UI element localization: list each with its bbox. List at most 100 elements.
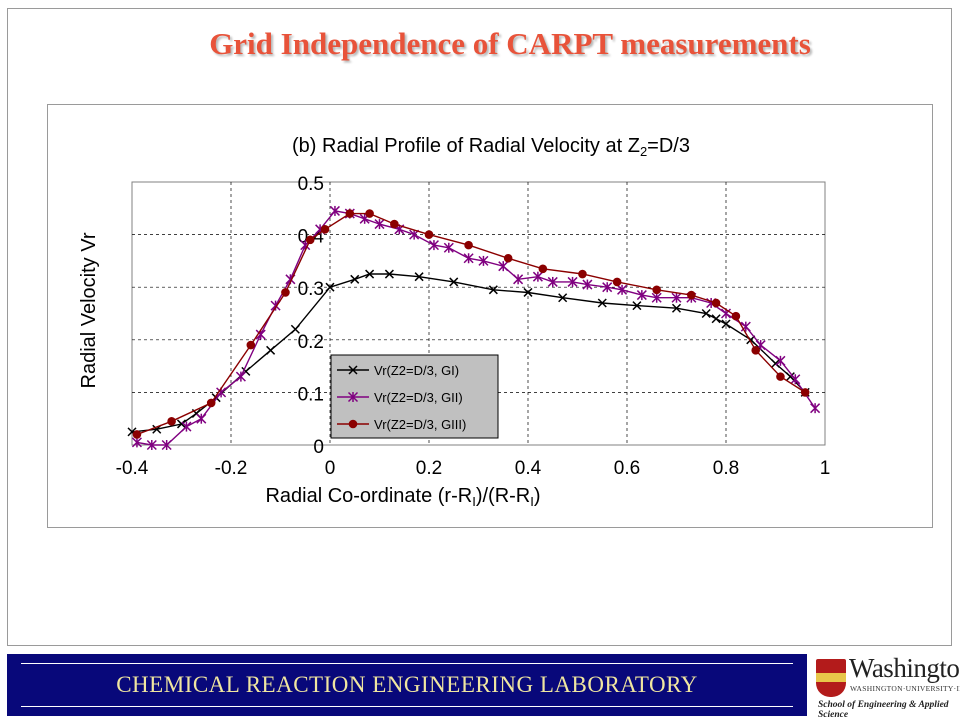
chart-container: (b) Radial Profile of Radial Velocity at… [47,104,933,528]
university-logo: Washington WASHINGTON·UNIVERSITY·IN·ST·L… [812,653,960,720]
data-point [281,288,290,297]
marker-stroke [597,298,607,308]
marker-stroke [365,269,375,279]
data-point [132,430,142,439]
data-point [161,439,172,451]
logo-subtitle: WASHINGTON·UNIVERSITY·IN·ST·LOUIS [850,684,960,693]
data-point [365,209,374,218]
data-point [325,282,335,292]
shield-icon [816,659,846,697]
data-point [578,269,587,279]
chart-svg: (b) Radial Profile of Radial Velocity at… [78,135,831,509]
x-axis-label: Radial Co-ordinate (r-RI)/(R-RI) [265,485,540,509]
marker-stroke [701,308,711,319]
data-point [235,371,246,382]
data-point [671,292,682,303]
data-point [671,303,682,313]
data-point [740,321,751,332]
data-point [538,264,548,274]
marker-stroke [632,301,642,311]
marker-stroke [127,427,137,437]
marker-stroke [523,287,533,297]
y-tick-label: 0 [313,437,324,458]
data-point [523,287,533,297]
x-tick-label: 1 [820,458,831,479]
legend-label: Vr(Z2=D/3, GIII) [374,417,466,432]
marker-stroke [770,358,781,369]
marker-stroke [671,303,682,313]
marker-stroke [414,272,424,282]
y-axis-label: Radial Velocity Vr [78,232,100,388]
footer-lab-name: CHEMICAL REACTION ENGINEERING LABORATORY [116,672,698,697]
data-point [374,219,385,230]
legend-marker [347,391,359,403]
data-point [652,285,662,295]
marker-stroke [785,372,795,382]
data-point [146,439,157,451]
marker-stroke [350,274,360,284]
data-point [428,240,439,251]
marker-stroke [721,319,731,329]
data-point [775,355,786,366]
y-tick-label: 0.2 [298,332,324,353]
data-point [329,205,340,216]
legend: Vr(Z2=D/3, GI) Vr(Z2=D/3, GII) Vr(Z2=D/3, … [330,354,499,439]
footer-top-rule [21,663,793,664]
data-point [246,340,256,350]
data-point [602,282,613,293]
data-point [478,255,489,266]
data-point [751,346,761,355]
data-point [636,290,647,301]
data-point [701,308,711,319]
data-point [597,298,607,308]
data-point [345,209,355,218]
data-point [350,274,360,284]
data-point [266,345,276,355]
data-point [463,253,474,264]
data-point [390,219,399,229]
data-point [320,225,330,234]
chart-title: (b) Radial Profile of Radial Velocity at… [292,135,690,159]
marker-stroke [384,269,394,279]
data-point [776,372,785,381]
marker-stroke [191,408,201,418]
data-point [558,293,568,303]
data-point [532,271,543,282]
footer-bar: CHEMICAL REACTION ENGINEERING LABORATORY [7,654,807,716]
data-point [800,388,810,397]
x-tick-label: -0.4 [116,458,149,479]
data-point [503,253,513,263]
legend-marker [348,365,358,375]
data-point [731,311,741,321]
data-point [206,398,216,408]
marker-stroke [290,324,300,334]
data-point [424,230,434,239]
data-point [384,269,394,279]
x-tick-label: 0.6 [614,458,640,479]
marker-stroke [348,365,358,375]
data-point [687,290,696,300]
slide-title: Grid Independence of CARPT measurements [209,26,811,61]
data-point [612,277,622,287]
marker-stroke [488,285,498,295]
data-point [176,419,187,429]
data-point [414,272,424,282]
data-point [498,261,509,272]
marker-stroke [325,282,335,292]
data-point [488,285,498,295]
legend-marker [348,419,358,429]
data-point [547,276,558,287]
x-tick-label: 0.8 [713,458,739,479]
marker-stroke [558,293,568,303]
data-point [790,374,801,385]
y-tick-label: 0.3 [298,279,324,300]
legend-label: Vr(Z2=D/3, GI) [374,363,459,378]
data-point [290,324,300,334]
marker-stroke [711,314,721,324]
logo-name: Washington [849,653,960,683]
marker-stroke [266,345,276,355]
legend-label: Vr(Z2=D/3, GII) [374,390,463,405]
y-tick-label: 0.5 [298,174,324,195]
data-point [711,314,721,324]
data-point [632,301,642,311]
